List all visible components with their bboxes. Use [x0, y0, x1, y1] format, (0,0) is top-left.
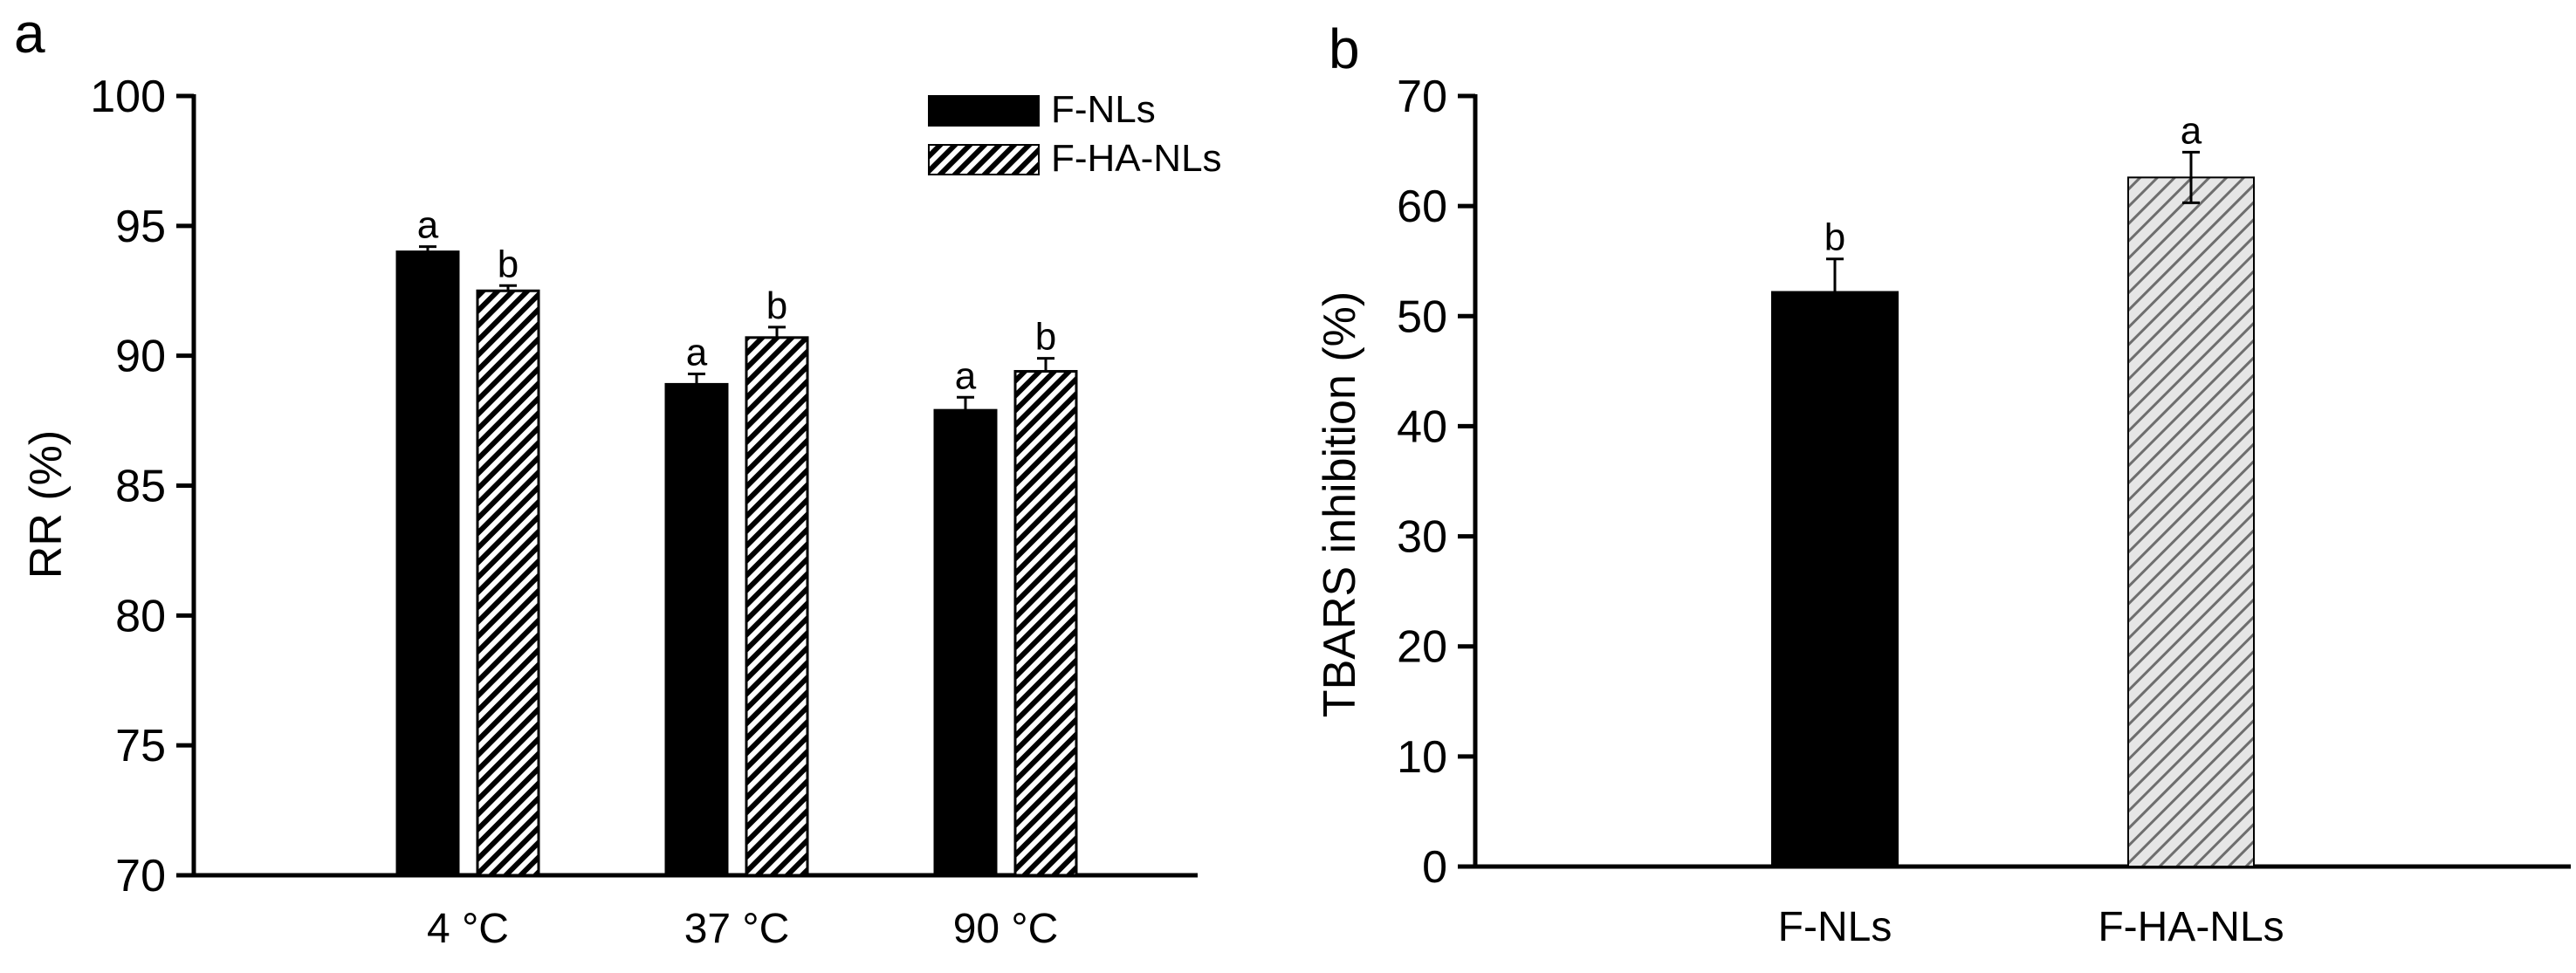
- y-tick-label-b: 50: [1397, 291, 1447, 342]
- y-tick-label-b: 30: [1397, 512, 1447, 563]
- bar-1-0: [476, 289, 540, 877]
- y-tick-label-b: 20: [1397, 622, 1447, 673]
- x-category-label-a: 37 °C: [684, 906, 790, 952]
- y-tick-label-a: 95: [115, 202, 166, 252]
- legend-a: F-NLs F-HA-NLs: [928, 88, 1222, 180]
- x-category-label-b: F-NLs: [1778, 904, 1893, 950]
- y-tick-label-a: 80: [115, 591, 166, 641]
- y-tick-label-a: 85: [115, 462, 166, 512]
- y-tick-label-a: 90: [115, 332, 166, 382]
- significance-label-b: a: [2181, 109, 2202, 152]
- y-tick-label-b: 0: [1422, 842, 1447, 893]
- x-category-label-b: F-HA-NLs: [2098, 904, 2284, 950]
- bar-1-2: [1013, 370, 1078, 877]
- significance-label-a: b: [1035, 316, 1056, 359]
- y-axis-label-b: TBARS inhibition (%): [1315, 291, 1365, 717]
- bar-0-2: [933, 408, 998, 877]
- legend-label-0: F-NLs: [1051, 88, 1156, 131]
- bar-b-1: [2127, 176, 2255, 868]
- chart-panel-b: b TBARS inhibition (%) 0 10 20 30 40 50 60 70 F-…: [1315, 17, 2571, 950]
- significance-label-a: b: [498, 243, 519, 285]
- legend-swatch-1: [928, 144, 1040, 175]
- y-tick-label-a: 100: [90, 72, 166, 122]
- y-axis-label-a: RR (%): [21, 430, 72, 579]
- y-tick-label-b: 70: [1397, 72, 1447, 122]
- y-tick-label-a: 70: [115, 851, 166, 901]
- significance-label-b: b: [1824, 216, 1845, 259]
- bar-1-1: [745, 336, 809, 877]
- x-category-label-a: 4 °C: [427, 906, 509, 952]
- legend-label-1: F-HA-NLs: [1051, 137, 1222, 180]
- bar-b-0: [1771, 291, 1899, 867]
- bar-0-0: [395, 250, 460, 877]
- legend-swatch-0: [928, 95, 1040, 127]
- x-category-label-a: 90 °C: [953, 906, 1059, 952]
- significance-label-a: a: [686, 332, 708, 374]
- panel-letter-a: a: [14, 2, 45, 65]
- y-tick-label-b: 60: [1397, 182, 1447, 232]
- bar-0-1: [664, 382, 729, 877]
- y-tick-label-a: 75: [115, 721, 166, 771]
- significance-label-a: b: [766, 284, 787, 327]
- y-tick-label-b: 10: [1397, 732, 1447, 783]
- chart-panel-a: a RR (%) 70 75 80 85 90 95 100 4 °C 37 °C 90 °C a a…: [14, 2, 1222, 952]
- panel-letter-b: b: [1329, 17, 1360, 80]
- significance-label-a: a: [417, 204, 439, 247]
- significance-label-a: a: [955, 354, 977, 397]
- y-tick-label-b: 40: [1397, 401, 1447, 452]
